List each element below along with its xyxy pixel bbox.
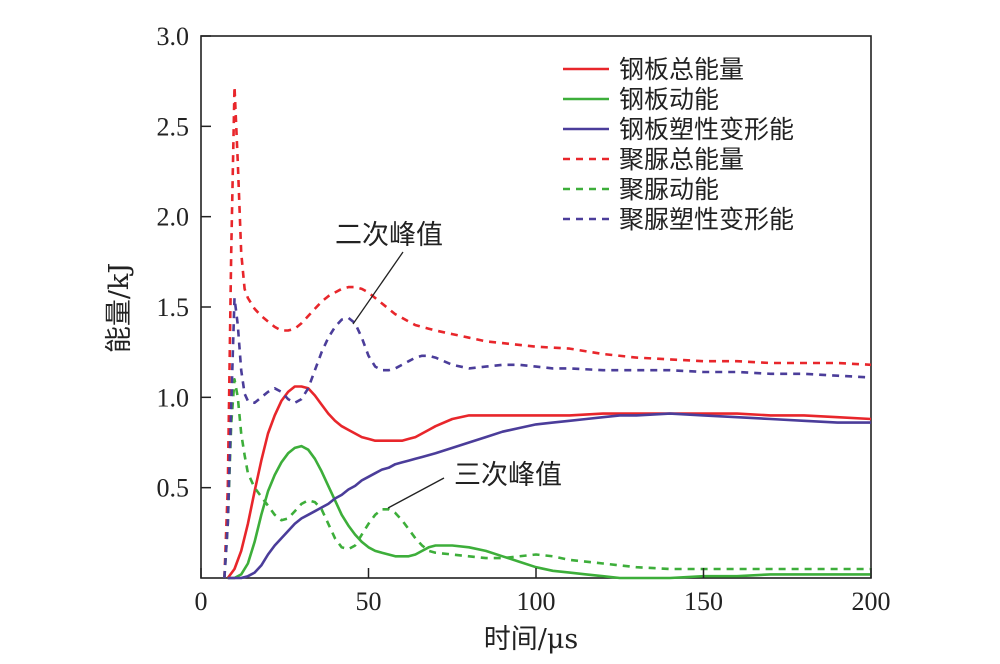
y-tick-label: 1.5 xyxy=(157,293,190,322)
series-line-1 xyxy=(226,385,872,579)
series-line-5 xyxy=(223,377,871,579)
series-line-2 xyxy=(227,444,871,580)
x-axis: 0 50 100 150 200 xyxy=(195,568,891,616)
x-tick-label: 150 xyxy=(684,587,723,616)
series-layer xyxy=(223,85,872,580)
annotations: 二次峰值 三次峰值 xyxy=(335,220,562,509)
legend-label-4: 聚脲总能量 xyxy=(619,145,744,174)
annotation-leader-third-peak xyxy=(387,477,445,509)
x-tick-label: 50 xyxy=(356,587,382,616)
y-axis: 0.5 1.0 1.5 2.0 2.5 3.0 xyxy=(157,22,211,503)
legend-label-6: 聚脲塑性变形能 xyxy=(619,205,794,234)
annotation-third-peak: 三次峰值 xyxy=(454,460,562,491)
series-line-4 xyxy=(223,85,872,579)
annotation-second-peak: 二次峰值 xyxy=(335,220,443,251)
x-tick-label: 100 xyxy=(517,587,556,616)
y-tick-label: 1.0 xyxy=(157,383,190,412)
legend-label-3: 钢板塑性变形能 xyxy=(619,115,794,144)
series-line-6 xyxy=(223,296,872,579)
legend-label-5: 聚脲动能 xyxy=(619,175,719,204)
y-tick-label: 0.5 xyxy=(157,474,190,503)
annotation-leader-second-peak xyxy=(352,251,404,325)
y-tick-label: 3.0 xyxy=(157,22,190,51)
x-axis-title: 时间/μs xyxy=(484,624,579,655)
series-line-3 xyxy=(227,412,871,580)
legend-label-2: 钢板动能 xyxy=(619,85,719,114)
y-tick-label: 2.5 xyxy=(157,112,190,141)
x-tick-label: 0 xyxy=(195,587,208,616)
y-axis-title: 能量/kJ xyxy=(104,263,135,353)
y-tick-label: 2.0 xyxy=(157,203,190,232)
legend-label-1: 钢板总能量 xyxy=(619,55,744,84)
x-tick-label: 200 xyxy=(852,587,891,616)
